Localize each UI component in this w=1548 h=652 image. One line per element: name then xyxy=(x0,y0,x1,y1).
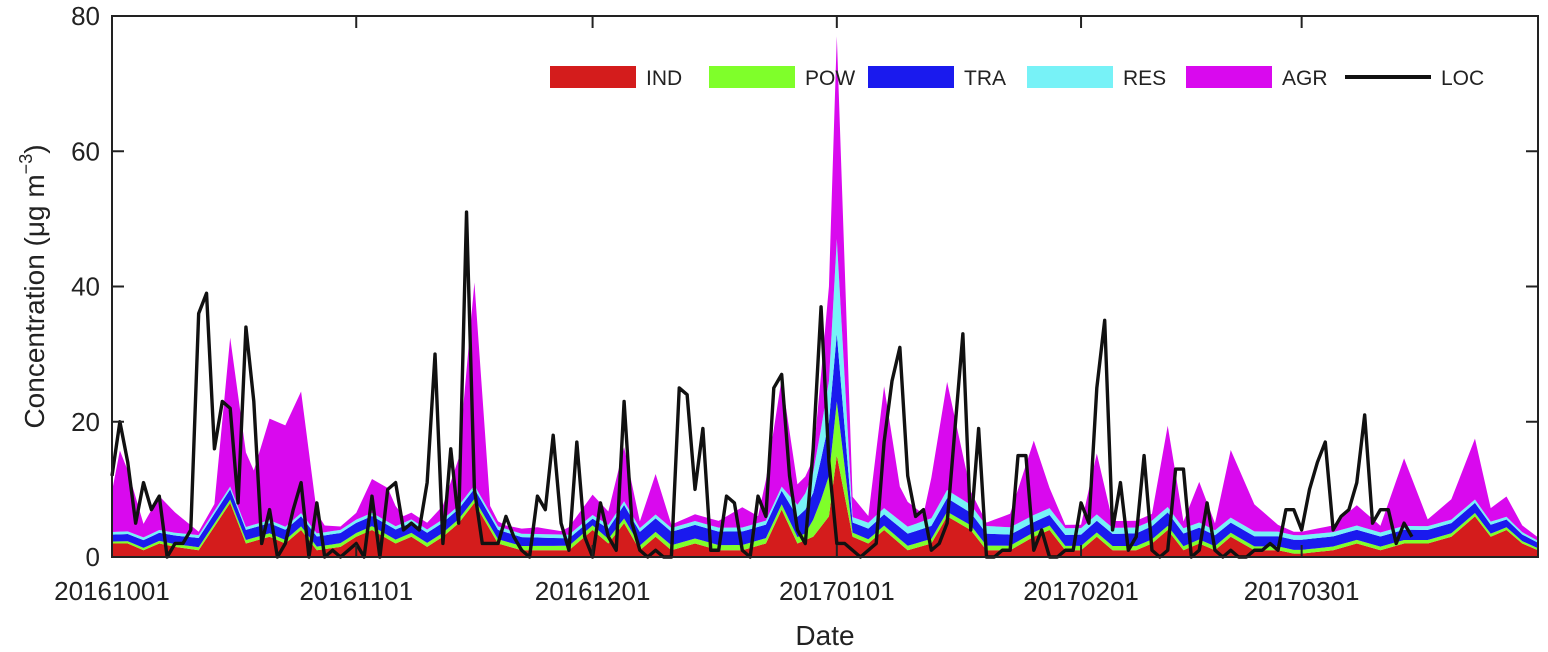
y-tick-label: 20 xyxy=(71,407,100,437)
legend-label-tra: TRA xyxy=(964,67,1006,90)
x-tick-label: 20170301 xyxy=(1244,576,1360,606)
legend-label-agr: AGR xyxy=(1282,67,1328,90)
y-tick-label: 60 xyxy=(71,136,100,166)
legend-swatch-pow xyxy=(709,66,795,88)
area-series-ind xyxy=(112,455,1538,557)
legend: IND POW TRA RES AGR LOC xyxy=(550,66,1484,90)
x-axis-label: Date xyxy=(795,620,854,651)
area-series-tra xyxy=(112,333,1538,550)
legend-swatch-tra xyxy=(868,66,954,88)
x-tick-label: 20170201 xyxy=(1023,576,1139,606)
legend-swatch-res xyxy=(1027,66,1113,88)
x-tick-label: 20161201 xyxy=(535,576,651,606)
x-tick-label: 20161101 xyxy=(299,576,413,606)
y-axis-label: Concentration (μg m−3) xyxy=(16,144,50,428)
y-tick-label: 0 xyxy=(86,542,100,572)
line-series-loc xyxy=(110,210,1414,559)
area-series-agr xyxy=(112,36,1538,541)
loc-line-series xyxy=(110,210,1414,559)
legend-swatch-ind xyxy=(550,66,636,88)
legend-label-res: RES xyxy=(1123,67,1166,90)
axis-ticks: 0 20 40 60 80 20161001 20161101 20161201 2017010… xyxy=(54,1,1538,606)
stacked-area-series xyxy=(112,36,1538,557)
legend-label-ind: IND xyxy=(646,67,682,90)
x-tick-label: 20161001 xyxy=(54,576,170,606)
legend-label-pow: POW xyxy=(805,67,855,90)
y-tick-label: 80 xyxy=(71,1,100,31)
y-tick-label: 40 xyxy=(71,272,100,302)
legend-label-loc: LOC xyxy=(1441,67,1484,90)
legend-swatch-agr xyxy=(1186,66,1272,88)
area-series-pow xyxy=(112,401,1538,554)
x-tick-label: 20170101 xyxy=(779,576,895,606)
